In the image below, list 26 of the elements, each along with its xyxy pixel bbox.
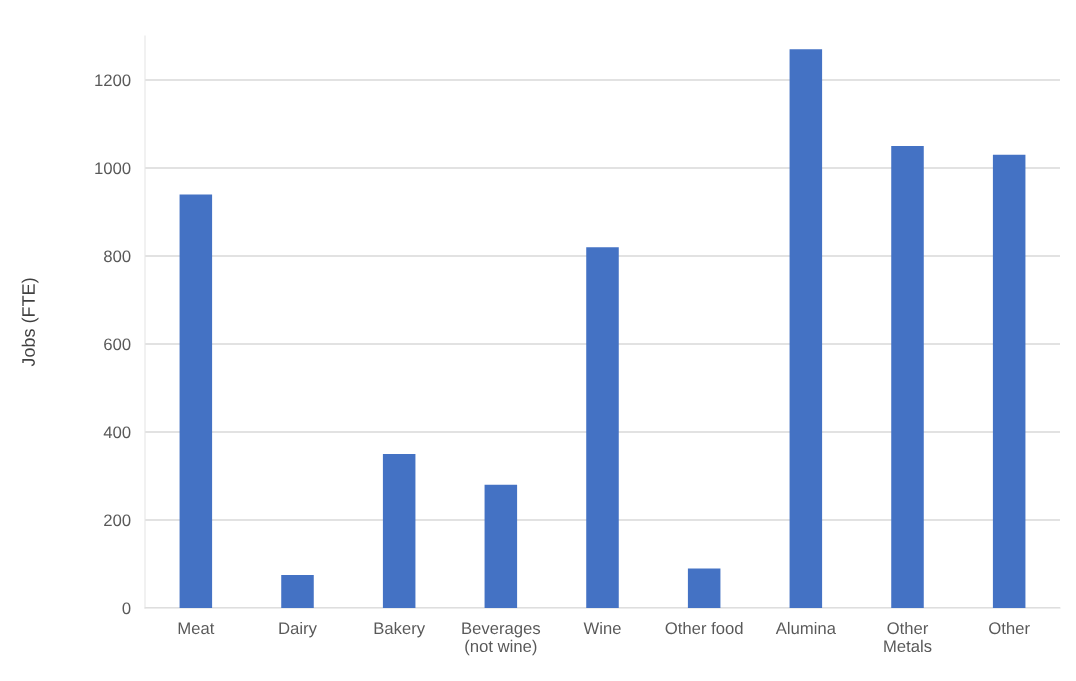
x-tick-label: Bakery xyxy=(374,621,426,638)
bar xyxy=(281,575,314,608)
x-tick-label: Alumina xyxy=(775,621,836,635)
x-tick-label: Dairy xyxy=(279,621,317,638)
x-tick-label: Other food xyxy=(665,621,743,635)
x-tick-label: Wine xyxy=(583,621,621,635)
y-tick-label: 1200 xyxy=(95,74,131,87)
y-tick-label: 600 xyxy=(104,338,131,351)
y-tick-label: 1000 xyxy=(95,162,131,175)
bar xyxy=(586,247,619,608)
bar xyxy=(179,194,213,608)
bar xyxy=(687,568,721,608)
bar xyxy=(484,484,518,608)
bar xyxy=(891,146,924,608)
x-tick-label: Meat xyxy=(178,622,215,635)
y-axis-title: Jobs (FTE) xyxy=(21,278,39,367)
y-tick-label: 800 xyxy=(104,250,131,263)
x-tick-label: Beverages (not wine) xyxy=(462,622,541,656)
y-tick-label: 200 xyxy=(104,514,131,527)
y-tick-label: 400 xyxy=(103,426,131,439)
x-tick-label: Other xyxy=(989,621,1030,635)
bar xyxy=(789,49,823,608)
bar xyxy=(382,454,416,608)
bar xyxy=(992,154,1026,608)
y-tick-label: 0 xyxy=(122,602,131,615)
x-tick-label: Other Metals xyxy=(884,621,932,653)
